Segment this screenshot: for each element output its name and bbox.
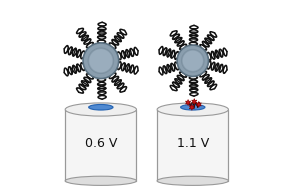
Ellipse shape (89, 105, 113, 110)
Ellipse shape (65, 103, 137, 116)
Polygon shape (192, 99, 197, 105)
Ellipse shape (157, 176, 228, 185)
Text: 1.1 V: 1.1 V (177, 137, 209, 150)
Circle shape (177, 45, 209, 76)
Polygon shape (196, 101, 201, 107)
Text: 0.6 V: 0.6 V (85, 137, 117, 150)
Circle shape (182, 50, 204, 72)
Polygon shape (185, 100, 191, 106)
Ellipse shape (157, 103, 228, 116)
Circle shape (83, 43, 119, 79)
Circle shape (88, 48, 113, 73)
Polygon shape (189, 104, 194, 110)
FancyBboxPatch shape (157, 109, 228, 181)
Ellipse shape (181, 105, 205, 110)
FancyBboxPatch shape (65, 109, 137, 181)
Ellipse shape (65, 176, 137, 185)
